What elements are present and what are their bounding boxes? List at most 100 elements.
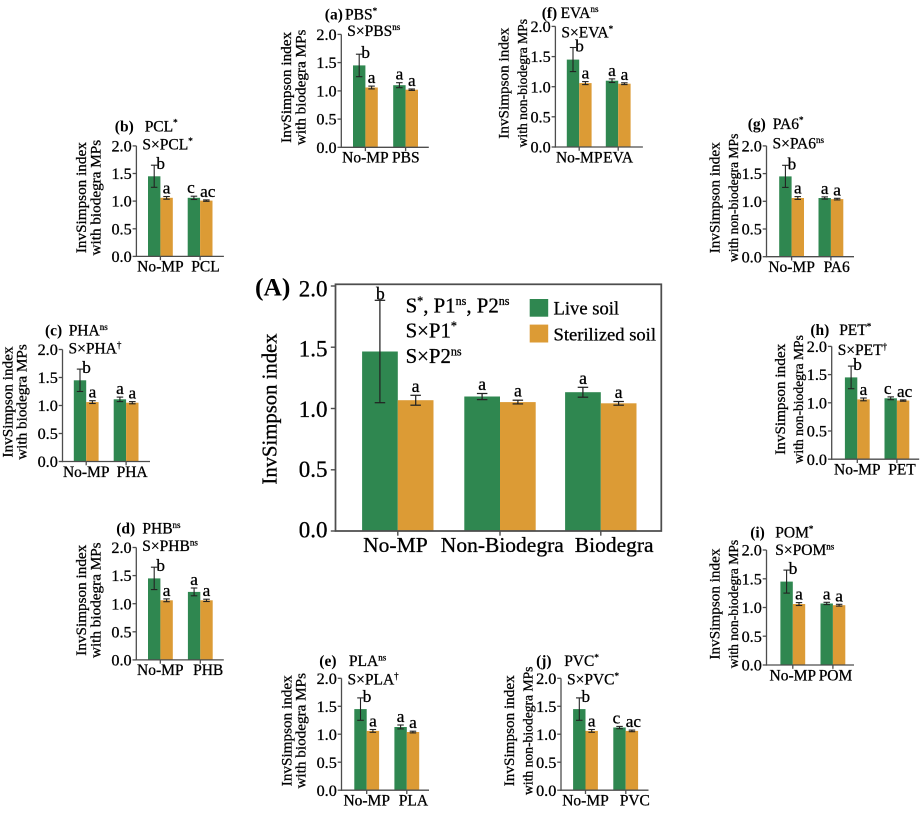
svg-text:2.0: 2.0 (316, 26, 336, 44)
svg-text:S×POMns​: S×POMns​ (775, 542, 834, 560)
svg-text:a: a (823, 584, 831, 603)
svg-text:a: a (588, 712, 596, 731)
svg-text:b: b (788, 154, 797, 173)
svg-text:a: a (203, 581, 211, 600)
svg-text:1.5: 1.5 (530, 48, 550, 66)
svg-text:PET: PET (888, 462, 916, 479)
svg-text:1.5: 1.5 (742, 570, 762, 588)
svg-text:(A): (A) (255, 273, 290, 302)
svg-text:0.5: 0.5 (807, 423, 827, 441)
svg-text:S×PHBns​: S×PHBns​ (142, 538, 198, 556)
svg-text:No-MP: No-MP (834, 462, 881, 479)
svg-text:b: b (376, 283, 385, 303)
svg-text:InvSimpson index: InvSimpson index (73, 142, 90, 253)
svg-text:a: a (408, 71, 416, 90)
svg-text:2.0: 2.0 (742, 542, 762, 560)
svg-text:No-MP: No-MP (556, 149, 603, 166)
svg-text:0.0: 0.0 (317, 782, 337, 800)
svg-text:1.0: 1.0 (111, 595, 131, 613)
svg-text:S×PVC*​: S×PVC*​ (567, 671, 620, 689)
svg-text:a: a (128, 384, 136, 403)
svg-text:(h): (h) (810, 322, 829, 339)
svg-text:1.0: 1.0 (317, 726, 337, 744)
svg-text:1.0: 1.0 (38, 397, 58, 415)
svg-text:PHA: PHA (117, 464, 149, 481)
svg-text:(c): (c) (45, 323, 62, 340)
svg-text:PET*​: PET*​ (839, 322, 872, 340)
svg-text:0.5: 0.5 (530, 108, 550, 126)
svg-text:1.0: 1.0 (807, 394, 827, 412)
svg-text:(f): (f) (542, 5, 558, 22)
svg-text:S×PA6ns​: S×PA6ns​ (773, 135, 825, 153)
svg-text:S×PET†​: S×PET†​ (838, 341, 888, 359)
svg-text:(e): (e) (319, 653, 336, 670)
svg-text:b: b (582, 687, 591, 706)
svg-text:a: a (369, 712, 377, 731)
svg-text:a: a (794, 179, 802, 198)
svg-text:InvSimpson index: InvSimpson index (707, 142, 724, 253)
svg-text:POM*​: POM*​ (775, 524, 814, 542)
svg-text:0.5: 0.5 (38, 425, 58, 443)
svg-text:a: a (833, 180, 841, 199)
svg-text:0.5: 0.5 (536, 754, 556, 772)
svg-text:b: b (789, 559, 798, 578)
svg-text:a: a (582, 64, 590, 83)
svg-text:a: a (608, 61, 616, 80)
svg-text:b: b (853, 355, 862, 374)
svg-text:No-MP: No-MP (63, 464, 110, 481)
svg-text:0.5: 0.5 (742, 628, 762, 646)
svg-text:Sterilized soil: Sterilized soil (554, 324, 657, 344)
svg-text:0.0: 0.0 (299, 517, 328, 542)
svg-text:S×PHA†​: S×PHA†​ (69, 340, 122, 358)
svg-text:a: a (835, 586, 843, 605)
svg-text:0.5: 0.5 (299, 457, 328, 482)
svg-text:PCL: PCL (191, 259, 219, 276)
svg-text:1.5: 1.5 (807, 366, 827, 384)
svg-text:a: a (397, 707, 405, 726)
svg-text:1.0: 1.0 (316, 83, 336, 101)
svg-text:InvSimpson index: InvSimpson index (278, 31, 295, 142)
svg-text:1.0: 1.0 (742, 193, 762, 211)
svg-text:PBS: PBS (392, 150, 420, 167)
svg-text:2.0: 2.0 (111, 138, 131, 156)
svg-text:a: a (821, 179, 829, 198)
svg-text:a: a (514, 381, 522, 401)
svg-text:2.0: 2.0 (807, 338, 827, 356)
svg-text:PA6*​: PA6*​ (773, 115, 804, 133)
svg-text:No-MP: No-MP (770, 667, 817, 684)
svg-text:S×P1*​: S×P1*​ (406, 319, 457, 343)
svg-text:with biodegra MPs: with biodegra MPs (87, 542, 104, 658)
svg-text:b: b (82, 358, 91, 377)
svg-text:b: b (575, 37, 584, 56)
svg-text:with non-biodegra MPs: with non-biodegra MPs (521, 667, 536, 795)
svg-text:0.0: 0.0 (530, 139, 550, 157)
svg-text:a: a (116, 379, 124, 398)
svg-text:EVA: EVA (603, 149, 634, 166)
svg-text:a: a (190, 570, 198, 589)
svg-text:InvSimpson index: InvSimpson index (278, 675, 295, 786)
svg-text:S*​, P1ns​, P2ns​: S*​, P1ns​, P2ns​ (406, 294, 510, 318)
svg-text:with non-biodegra MPs: with non-biodegra MPs (726, 540, 741, 668)
svg-text:(a): (a) (325, 7, 343, 24)
svg-text:with non-biodegra MPs: with non-biodegra MPs (515, 19, 530, 147)
svg-text:with biodegra MPs: with biodegra MPs (292, 29, 309, 145)
svg-text:0.0: 0.0 (111, 248, 131, 266)
svg-text:InvSimpson index: InvSimpson index (0, 346, 16, 457)
svg-text:1.0: 1.0 (530, 78, 550, 96)
svg-text:S×PCL*​: S×PCL*​ (142, 136, 193, 154)
svg-text:b: b (363, 687, 372, 706)
svg-text:0.5: 0.5 (316, 111, 336, 129)
svg-text:0.0: 0.0 (742, 657, 762, 675)
svg-text:a: a (795, 585, 803, 604)
svg-text:S×P2ns​: S×P2ns​ (406, 345, 462, 369)
svg-text:Live soil: Live soil (554, 298, 620, 319)
svg-text:PCL*​: PCL*​ (145, 118, 178, 136)
svg-text:a: a (396, 65, 404, 84)
svg-text:0.0: 0.0 (536, 782, 556, 800)
svg-text:1.5: 1.5 (536, 698, 556, 716)
svg-text:(d): (d) (116, 521, 135, 538)
svg-text:PHBns​: PHBns​ (142, 520, 181, 538)
svg-text:a: a (860, 380, 868, 399)
svg-text:(b): (b) (115, 118, 134, 135)
svg-text:1.5: 1.5 (111, 567, 131, 585)
